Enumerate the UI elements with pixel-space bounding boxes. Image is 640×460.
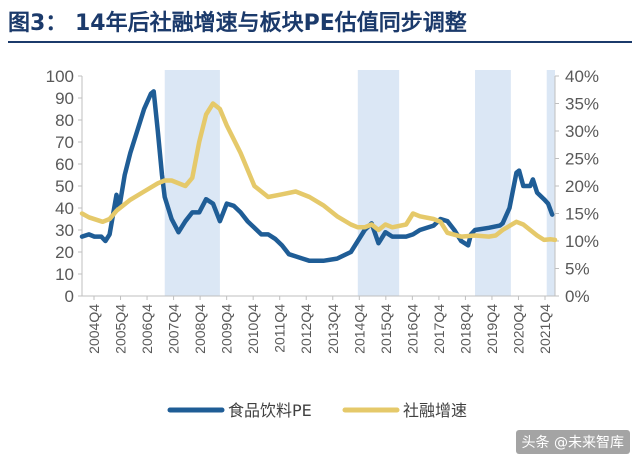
right-tick-label: 15% [565, 205, 599, 224]
x-tick-label: 2015Q4 [378, 304, 394, 354]
left-tick-label: 40 [55, 199, 74, 218]
chart-title: 图3： 14年后社融增速与板块PE估值同步调整 [8, 11, 467, 36]
legend-social-financing-label: 社融增速 [403, 401, 467, 420]
x-tick-label: 2013Q4 [325, 304, 341, 354]
x-tick-label: 2019Q4 [484, 304, 500, 354]
x-tick-label: 2012Q4 [298, 304, 314, 354]
left-tick-label: 10 [55, 265, 74, 284]
right-tick-label: 10% [565, 232, 599, 251]
x-tick-label: 2009Q4 [219, 304, 235, 354]
left-tick-label: 90 [55, 89, 74, 108]
right-tick-label: 30% [565, 122, 599, 141]
x-tick-label: 2016Q4 [404, 304, 420, 354]
legend-pe-label: 食品饮料PE [228, 401, 312, 420]
x-tick-label: 2005Q4 [113, 304, 129, 354]
x-tick-label: 2006Q4 [139, 304, 155, 354]
x-tick-label: 2021Q4 [537, 304, 553, 354]
x-tick-label: 2017Q4 [431, 304, 447, 354]
left-tick-label: 0 [65, 287, 74, 306]
right-tick-label: 40% [565, 67, 599, 86]
social-financing-series-line [79, 101, 558, 243]
pe-series-line [79, 89, 555, 264]
right-tick-label: 0% [565, 287, 590, 306]
left-tick-label: 60 [55, 155, 74, 174]
title-divider [8, 41, 632, 43]
x-tick-label: 2018Q4 [457, 304, 473, 354]
shaded-period-3 [546, 70, 555, 296]
left-tick-label: 50 [55, 177, 74, 196]
right-tick-label: 25% [565, 150, 599, 169]
left-tick-label: 70 [55, 133, 74, 152]
x-tick-label: 2014Q4 [351, 304, 367, 354]
x-tick-label: 2010Q4 [245, 304, 261, 354]
x-tick-label: 2011Q4 [272, 304, 288, 353]
x-tick-label: 2004Q4 [86, 304, 102, 354]
right-tick-label: 35% [565, 95, 599, 114]
x-tick-label: 2008Q4 [192, 304, 208, 354]
x-tick-label: 2020Q4 [510, 304, 526, 354]
left-tick-label: 80 [55, 111, 74, 130]
x-tick-label: 2007Q4 [166, 304, 182, 354]
shaded-period-1 [357, 70, 400, 296]
left-tick-label: 20 [55, 243, 74, 262]
right-tick-label: 20% [565, 177, 599, 196]
shaded-period-2 [475, 70, 511, 296]
title-bar: 图3： 14年后社融增速与板块PE估值同步调整 [0, 0, 640, 43]
left-tick-label: 30 [55, 221, 74, 240]
right-tick-label: 5% [565, 260, 590, 279]
left-tick-label: 100 [46, 67, 74, 86]
watermark: 头条 @未来智库 [515, 430, 630, 454]
